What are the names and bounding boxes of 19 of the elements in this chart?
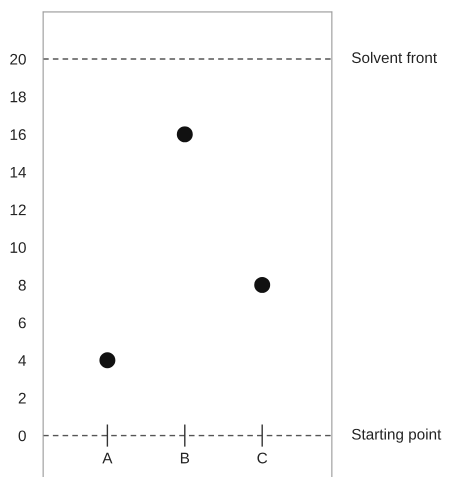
ref-line-label: Starting point: [352, 428, 442, 443]
y-tick-label: 6: [18, 317, 26, 328]
ref-line-label: Solvent front: [352, 52, 437, 64]
y-tick-label: 2: [18, 392, 26, 404]
y-tick-label: 16: [10, 129, 26, 140]
point: [99, 352, 116, 368]
y-tick-label: 8: [18, 280, 26, 291]
point: [176, 126, 193, 142]
x-tick-label: A: [102, 452, 112, 464]
y-tick-label: 12: [10, 204, 26, 216]
x-tick-label: C: [257, 452, 268, 464]
x-tick-label: B: [180, 452, 190, 464]
y-tick-label: 10: [10, 242, 26, 253]
point: [254, 276, 270, 293]
y-tick-label: 18: [10, 92, 26, 102]
y-tick-label: 0: [18, 430, 26, 442]
y-tick-label: 14: [10, 166, 26, 178]
y-tick-label: 20: [10, 54, 26, 65]
y-tick-label: 4: [18, 355, 26, 366]
